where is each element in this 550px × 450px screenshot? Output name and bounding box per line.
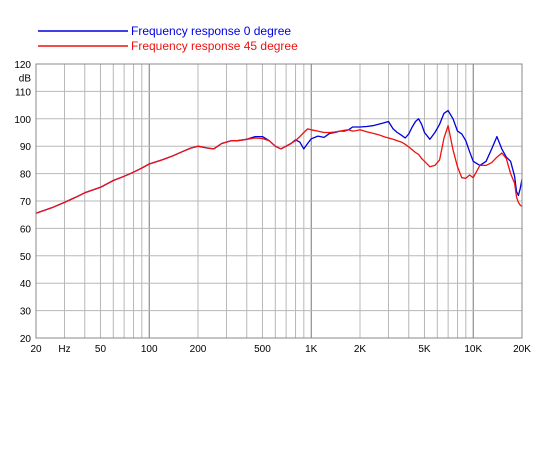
series-line-0-degree (35, 109, 523, 214)
y-axis-tick-labels: 120 dB 110 100 90 80 70 60 50 40 30 20 (14, 60, 31, 345)
x-tick-label: Hz (58, 344, 70, 355)
x-tick-label: 20 (30, 344, 42, 355)
grid-lines (36, 64, 522, 338)
x-tick-label: 2K (354, 344, 367, 355)
y-tick-label: dB (19, 74, 32, 85)
y-tick-label: 60 (20, 224, 32, 235)
y-tick-label: 80 (20, 170, 32, 181)
x-tick-label: 1K (305, 344, 318, 355)
y-tick-label: 40 (20, 279, 32, 290)
plot-area-frame (35, 63, 523, 339)
legend-label: Frequency response 45 degree (131, 39, 298, 53)
series-line-45-degree (35, 125, 523, 214)
x-tick-label: 50 (95, 344, 107, 355)
y-tick-label: 100 (14, 115, 31, 126)
legend-label: Frequency response 0 degree (131, 24, 291, 38)
y-tick-label: 110 (15, 87, 31, 98)
x-tick-label: 5K (418, 344, 431, 355)
y-tick-label: 70 (20, 197, 32, 208)
y-tick-label: 90 (20, 142, 32, 153)
x-tick-label: 100 (141, 344, 158, 355)
y-tick-label: 120 (14, 60, 31, 71)
x-tick-label: 500 (254, 344, 271, 355)
x-tick-label: 20K (513, 344, 531, 355)
x-tick-label: 200 (190, 344, 207, 355)
y-tick-label: 20 (20, 334, 32, 345)
series-lines (35, 109, 523, 214)
x-axis-tick-labels: 20 Hz 50 100 200 500 1K 2K 5K 10K 20K (30, 344, 531, 355)
y-tick-label: 30 (20, 307, 32, 318)
x-tick-label: 10K (464, 344, 482, 355)
y-tick-label: 50 (20, 252, 32, 263)
